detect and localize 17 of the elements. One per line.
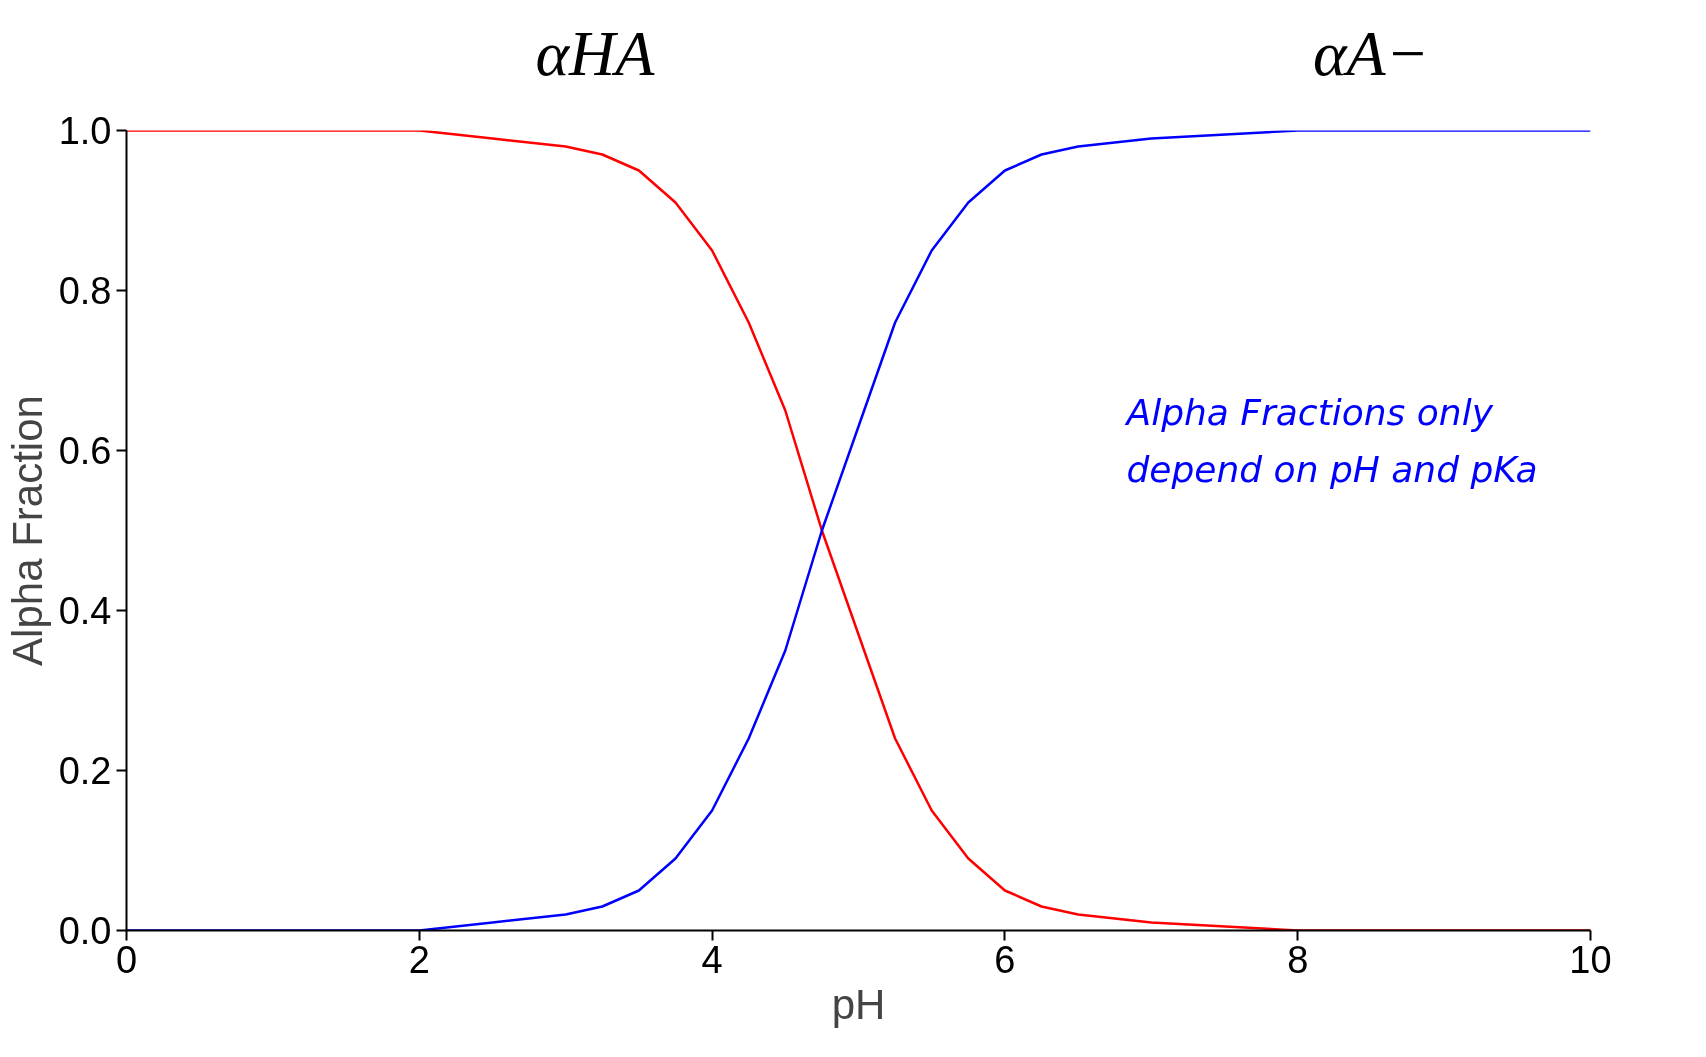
y-tick-label: 0.0 — [58, 910, 112, 952]
x-tick-label: 10 — [1569, 938, 1612, 981]
annotation: Alpha Fractions only depend on pH and pKa — [1124, 392, 1538, 491]
x-axis-title: pH — [831, 980, 886, 1028]
x-tick-label: 8 — [1287, 938, 1309, 981]
y-axis-title: Alpha Fraction — [3, 395, 51, 666]
y-tick-label: 0.6 — [58, 430, 112, 472]
y-tick-label: 1.0 — [58, 110, 112, 152]
x-tick-label: 0 — [115, 938, 138, 981]
series-label: αA− — [1312, 17, 1429, 89]
y-tick-label: 0.8 — [58, 270, 112, 312]
x-tick-label: 6 — [994, 938, 1016, 981]
y-tick-label: 0.2 — [58, 750, 112, 792]
x-tick-label: 4 — [701, 938, 723, 981]
x-tick-label: 2 — [408, 938, 430, 981]
series-label: αHA — [535, 17, 656, 89]
y-tick-label: 0.4 — [58, 590, 112, 632]
